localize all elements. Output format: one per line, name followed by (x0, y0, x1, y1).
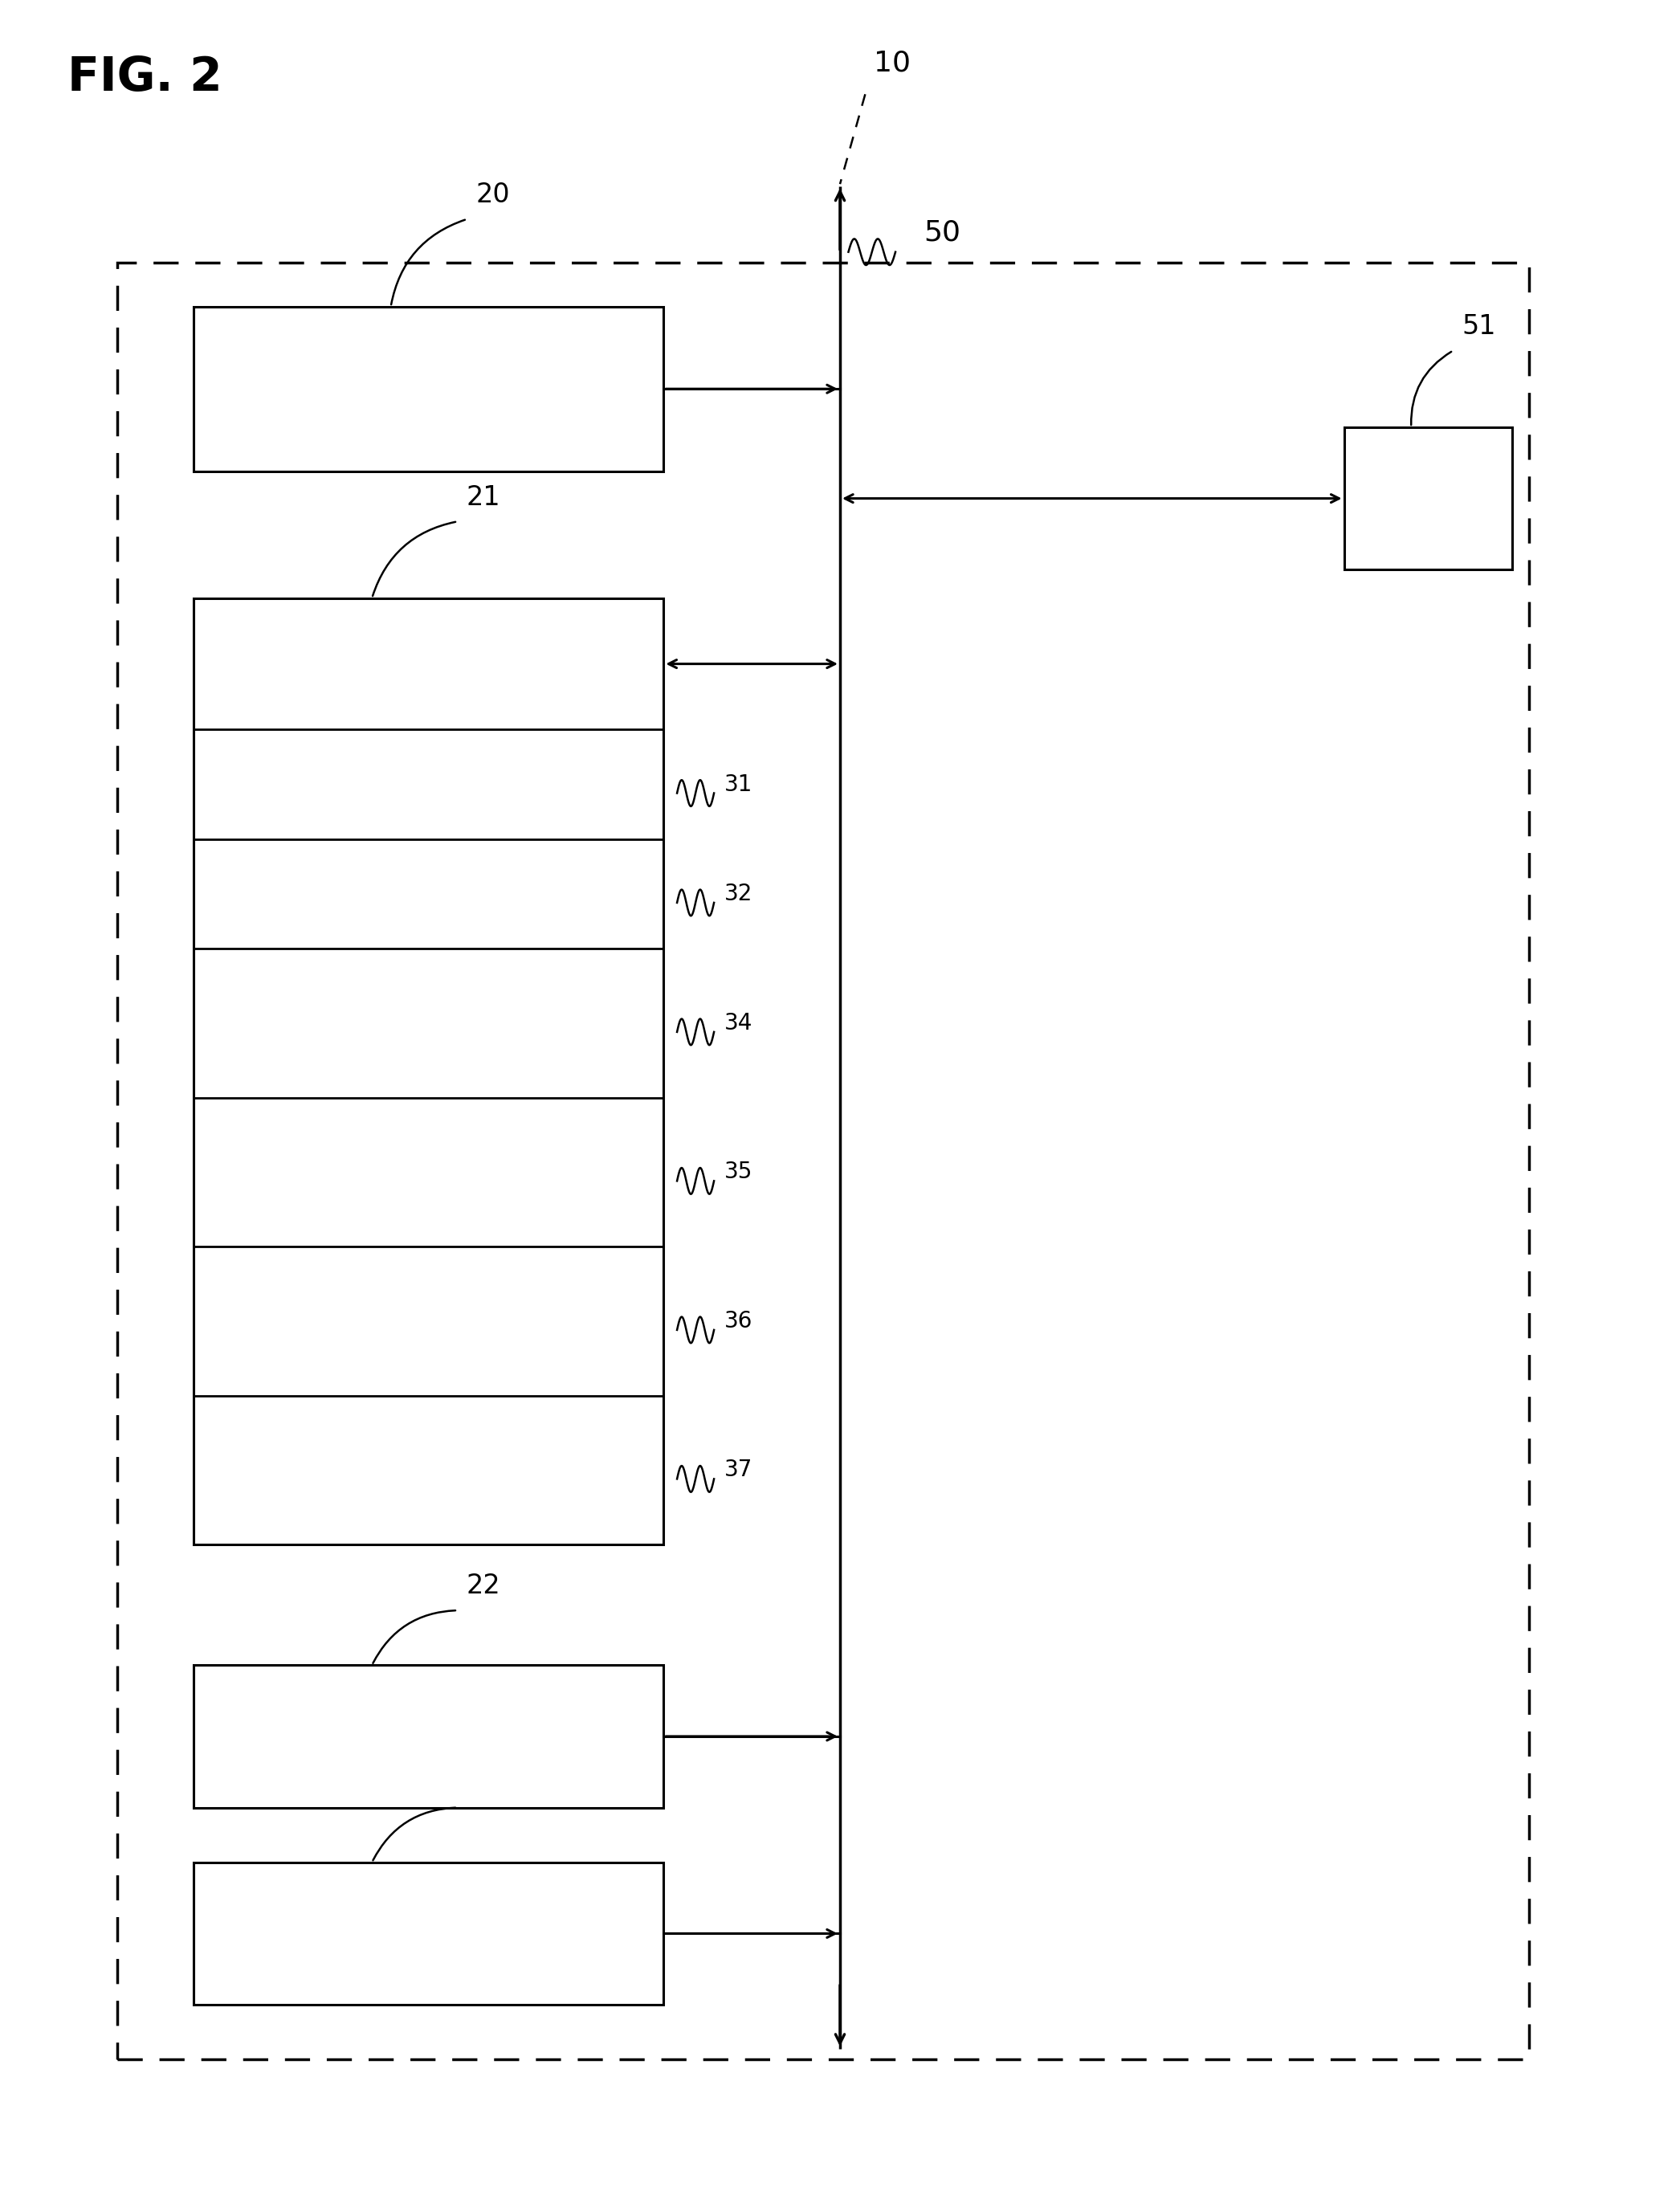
Bar (193, 598, 664, 1545)
Bar (118, 263, 1529, 2060)
Text: RAM: RAM (395, 1722, 462, 1751)
Text: Qd CALCULATION: Qd CALCULATION (341, 1312, 516, 1330)
Text: 22: 22 (465, 1573, 501, 1599)
Text: Qv CALCULATION: Qv CALCULATION (341, 1163, 516, 1181)
Text: 51: 51 (1462, 313, 1495, 340)
Bar (1344, 427, 1512, 570)
Text: 31: 31 (724, 773, 753, 795)
Text: 37: 37 (724, 1459, 753, 1481)
Text: 32: 32 (724, 883, 753, 905)
Bar (193, 1862, 664, 2005)
Bar (193, 307, 664, 471)
Text: CPU: CPU (396, 375, 460, 403)
Text: FIG. 2: FIG. 2 (67, 55, 222, 101)
Text: 10: 10 (874, 50, 911, 77)
Text: I/O: I/O (1406, 484, 1450, 513)
Text: 23: 23 (465, 1770, 501, 1797)
Text: 50: 50 (924, 219, 961, 245)
Text: EEPROM: EEPROM (363, 1919, 494, 1948)
Text: 36: 36 (724, 1310, 753, 1332)
Text: PM CALCULATION: PM CALCULATION (339, 776, 517, 793)
Text: OPERATION STATE
MEASUREMENT: OPERATION STATE MEASUREMENT (338, 1001, 519, 1045)
Text: 20: 20 (475, 182, 509, 208)
Text: 21: 21 (465, 484, 501, 511)
Bar (193, 1665, 664, 1808)
Text: DPF TEMPERATURE CONTROL: DPF TEMPERATURE CONTROL (281, 885, 576, 903)
Text: 34: 34 (724, 1012, 753, 1034)
Text: TRdpf MEASUREMENT: TRdpf MEASUREMENT (318, 1461, 539, 1479)
Text: ROM: ROM (405, 655, 452, 673)
Text: 35: 35 (724, 1161, 753, 1183)
